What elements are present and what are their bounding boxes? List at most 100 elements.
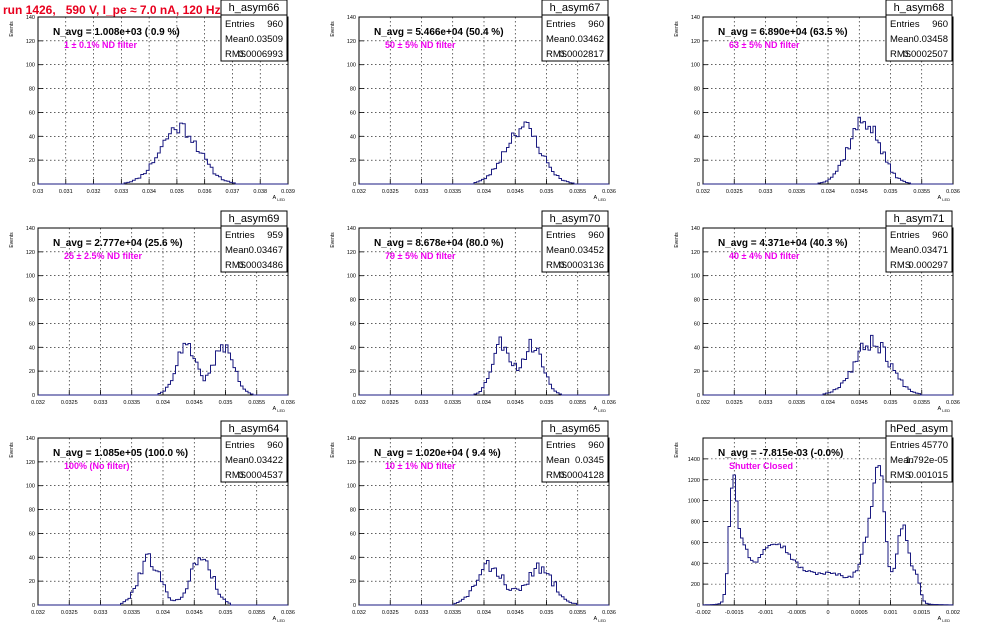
y-tick-label: 60 [694,321,700,327]
y-tick-label: 20 [29,158,35,164]
x-tick-label: 0.034 [477,610,491,616]
histogram-panel-h_asym71: 0.032 0.0325 0.033 0.0335 0.034 0.0345 0.035 0.… [674,210,960,413]
y-tick-label: 100 [347,63,356,69]
stats-value: 0.0004537 [238,470,283,481]
y-tick-label: 100 [691,63,700,69]
x-tick-label: 0.0345 [186,400,203,406]
x-tick-label: 0.036 [198,189,212,195]
histogram-bars [702,465,954,606]
y-tick-label: 0 [32,603,35,609]
histogram-bars [359,121,609,185]
x-tick-label: 0.0355 [913,400,930,406]
x-tick-label: 0.032 [696,189,710,195]
stats-value: 0.0002817 [559,49,604,60]
run-title: run 1426, 590 V, I_pe ≈ 7.0 nA, 120 Hz [3,3,221,17]
y-tick-label: 20 [694,158,700,164]
y-tick-label: 40 [29,555,35,561]
navg-label: N_avg = 1.008e+03 ( 0.9 %) [53,27,180,38]
y-tick-label: 140 [26,436,35,442]
filter-label: 40 ± 4% ND filter [729,251,800,261]
x-tick-label: 0.033 [759,189,773,195]
stats-key: Entries [546,440,576,451]
x-tick-label: -0.001 [758,610,774,616]
y-tick-label: 80 [694,298,700,304]
y-tick-label: 120 [26,39,35,45]
x-tick-label: 0.033 [415,610,429,616]
y-tick-label: 40 [694,134,700,140]
y-axis-label: Events [9,232,15,248]
x-tick-label: 0.0355 [913,189,930,195]
y-tick-label: 120 [26,460,35,466]
x-axis-label: ALED [594,406,607,413]
histogram-panel-h_asym66: 0.03 0.031 0.032 0.033 0.034 0.035 0.036 0.037 0… [9,0,295,202]
stats-value: 0.0002507 [903,49,948,60]
x-tick-label: 0.0325 [726,400,743,406]
histogram-panel-hPed_asym: -0.002 -0.0015 -0.001 -0.0005 0 0.0005 0.001 0.… [674,420,960,622]
y-axis-label: Events [9,21,15,37]
stats-key: Mean [225,245,249,256]
navg-label: N_avg = 4.371e+04 (40.3 %) [718,238,848,249]
x-tick-label: 0.0335 [444,610,461,616]
x-tick-label: 0.0355 [569,189,586,195]
x-tick-label: 0.0345 [507,400,524,406]
x-axis-label: ALED [938,406,951,413]
y-tick-label: 140 [347,436,356,442]
y-axis-label: Events [330,232,336,248]
stats-key: Entries [890,440,920,451]
x-tick-label: 0.035 [884,189,898,195]
stats-value: 0.03467 [249,245,283,256]
stats-title: h_asym70 [550,213,601,225]
stats-key: RMS [890,260,911,271]
filter-label: 100% (No filter) [64,461,130,471]
x-tick-label: 0.035 [540,610,554,616]
x-tick-label: 0.039 [281,189,295,195]
stats-key: Entries [890,19,920,30]
y-tick-label: 1000 [688,499,700,505]
y-tick-label: 80 [29,508,35,514]
histogram-panel-h_asym67: 0.032 0.0325 0.033 0.0335 0.034 0.0345 0.035 0.… [330,0,616,202]
x-tick-label: 0.032 [87,189,101,195]
x-tick-label: 0.0355 [248,400,265,406]
y-tick-label: 0 [32,182,35,188]
x-tick-label: 0.033 [94,400,108,406]
y-tick-label: 100 [26,484,35,490]
stats-key: RMS [225,470,246,481]
histogram-bars [703,334,953,396]
x-tick-label: 0.0005 [851,610,868,616]
x-tick-label: 0.035 [884,400,898,406]
filter-label: 25 ± 2.5% ND filter [64,251,142,261]
x-tick-label: 0.031 [59,189,73,195]
x-tick-label: 0.0325 [726,189,743,195]
stats-key: RMS [546,470,567,481]
x-tick-label: -0.0015 [725,610,744,616]
stats-value: 1.792e-05 [905,455,948,466]
stats-title: h_asym64 [229,423,280,435]
stats-value: 960 [588,440,604,451]
stats-value: 0.03422 [249,455,283,466]
grid-lines [38,227,288,395]
x-tick-label: 0.0335 [123,610,140,616]
stats-value: 0.0006993 [238,49,283,60]
y-tick-label: 140 [691,15,700,21]
stats-key: Entries [225,19,255,30]
y-tick-label: 100 [691,274,700,280]
navg-label: N_avg = 5.466e+04 (50.4 %) [374,27,504,38]
y-tick-label: 40 [350,345,356,351]
stats-key: RMS [890,49,911,60]
filter-label: Shutter Closed [729,461,793,471]
x-tick-label: 0.036 [602,400,616,406]
x-tick-label: 0.0325 [382,400,399,406]
stats-value: 0.0003486 [238,260,283,271]
y-tick-label: 20 [29,369,35,375]
stats-key: RMS [225,260,246,271]
y-tick-label: 140 [347,15,356,21]
stats-value: 0.001015 [908,470,948,481]
stats-key: Entries [225,230,255,241]
x-tick-label: 0.034 [156,400,170,406]
y-tick-label: 120 [691,250,700,256]
histogram-bars [38,342,288,396]
stats-value: 0.03452 [570,245,604,256]
y-axis-label: Events [9,442,15,458]
x-tick-label: -0.0005 [787,610,806,616]
y-tick-label: 80 [350,87,356,93]
